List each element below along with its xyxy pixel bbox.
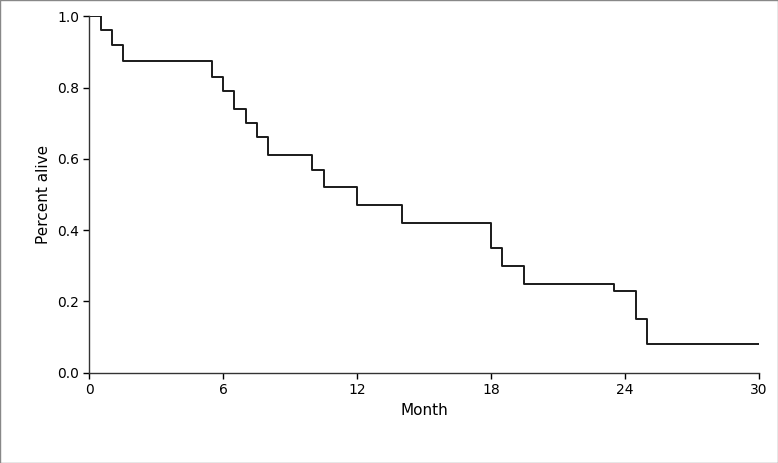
Y-axis label: Percent alive: Percent alive [37,145,51,244]
X-axis label: Month: Month [400,403,448,418]
